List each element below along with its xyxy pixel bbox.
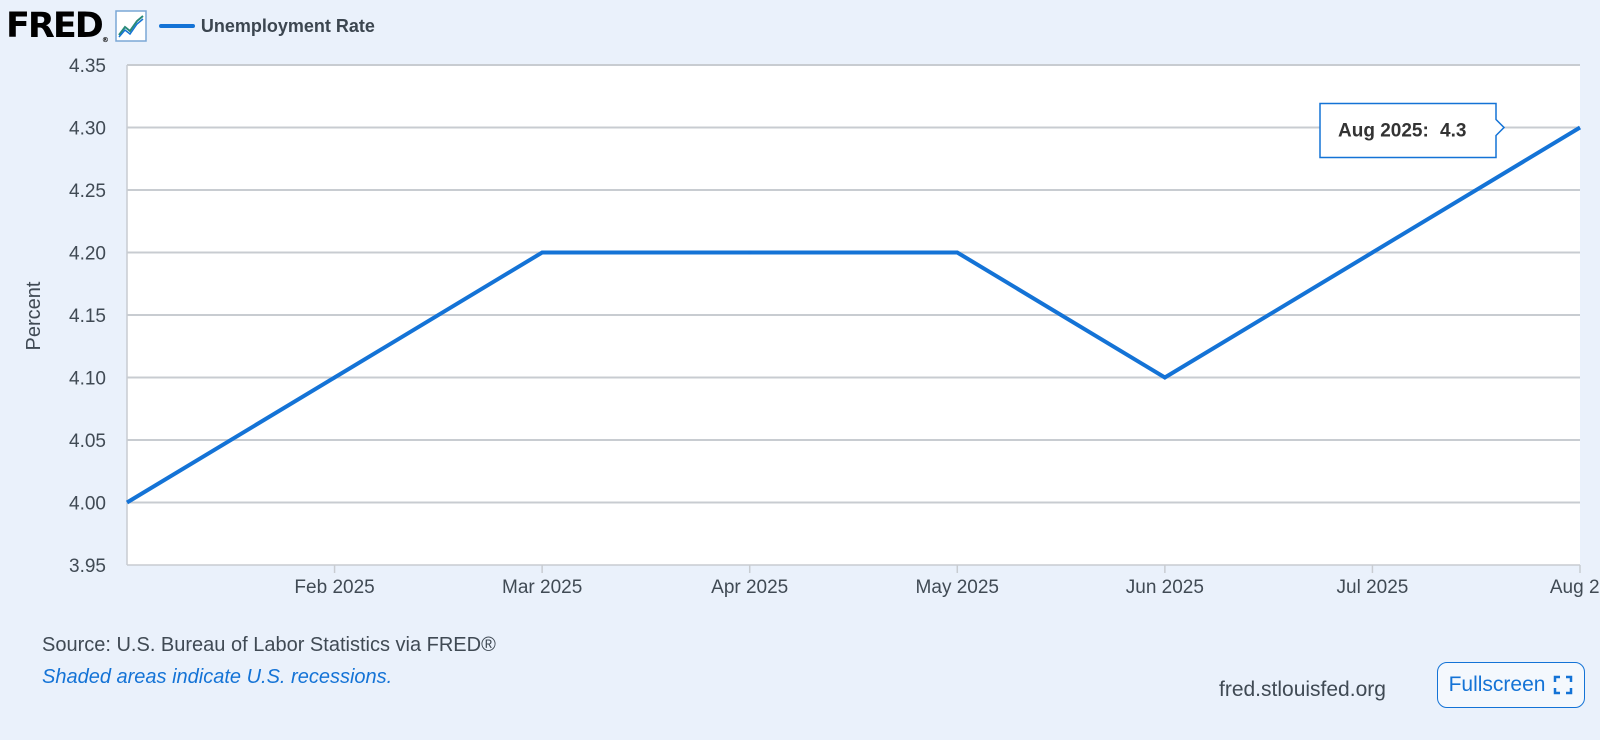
x-tick-label: Apr 2025 xyxy=(711,577,788,598)
source-note: Source: U.S. Bureau of Labor Statistics … xyxy=(42,634,496,656)
x-tick-label: Aug 20 xyxy=(1550,577,1600,598)
recession-note: Shaded areas indicate U.S. recessions. xyxy=(42,666,393,688)
tooltip-label: Aug 2025: xyxy=(1338,121,1429,142)
data-point[interactable] xyxy=(748,251,752,255)
data-point[interactable] xyxy=(1578,126,1582,130)
data-point[interactable] xyxy=(955,251,959,255)
site-url[interactable]: fred.stlouisfed.org xyxy=(1219,678,1386,701)
tooltip-value: 4.3 xyxy=(1440,121,1466,142)
x-tick-label: Mar 2025 xyxy=(502,577,582,598)
y-tick-label: 4.35 xyxy=(69,56,106,77)
y-tick-label: 4.25 xyxy=(69,181,106,202)
x-tick-label: Jun 2025 xyxy=(1126,577,1204,598)
y-tick-label: 4.30 xyxy=(69,119,106,140)
y-tick-label: 4.05 xyxy=(69,431,106,452)
y-axis-label: Percent xyxy=(23,281,45,350)
y-tick-label: 4.00 xyxy=(69,494,106,515)
tooltip-box xyxy=(1319,102,1506,159)
x-tick-label: Feb 2025 xyxy=(294,577,374,598)
data-point[interactable] xyxy=(125,501,129,505)
y-tick-label: 3.95 xyxy=(69,556,106,577)
fred-logo[interactable]: FRED® xyxy=(6,5,109,46)
y-tick-label: 4.10 xyxy=(69,369,106,390)
legend-swatch xyxy=(158,24,195,28)
legend: Unemployment Rate xyxy=(158,15,375,37)
data-point[interactable] xyxy=(333,376,337,380)
fullscreen-button[interactable]: Fullscreen xyxy=(1437,662,1585,708)
fullscreen-label: Fullscreen xyxy=(1448,673,1546,696)
series-line[interactable] xyxy=(125,125,1582,505)
legend-label: Unemployment Rate xyxy=(200,15,375,36)
line-chart-icon[interactable] xyxy=(115,10,147,42)
x-tick-label: Jul 2025 xyxy=(1337,577,1409,598)
line-chart[interactable]: 3.95 4.00 4.05 4.10 4.15 4.20 4.25 4.30 4.35 Feb… xyxy=(0,0,1600,620)
data-point[interactable] xyxy=(540,251,544,255)
data-point[interactable] xyxy=(1163,376,1167,380)
data-point[interactable] xyxy=(1370,251,1374,255)
fullscreen-icon xyxy=(1554,675,1573,695)
y-tick-label: 4.20 xyxy=(69,244,106,265)
chart-header: FRED® Unemployment Rate xyxy=(6,6,375,46)
x-tick-label: May 2025 xyxy=(916,577,999,598)
y-tick-label: 4.15 xyxy=(69,306,106,327)
